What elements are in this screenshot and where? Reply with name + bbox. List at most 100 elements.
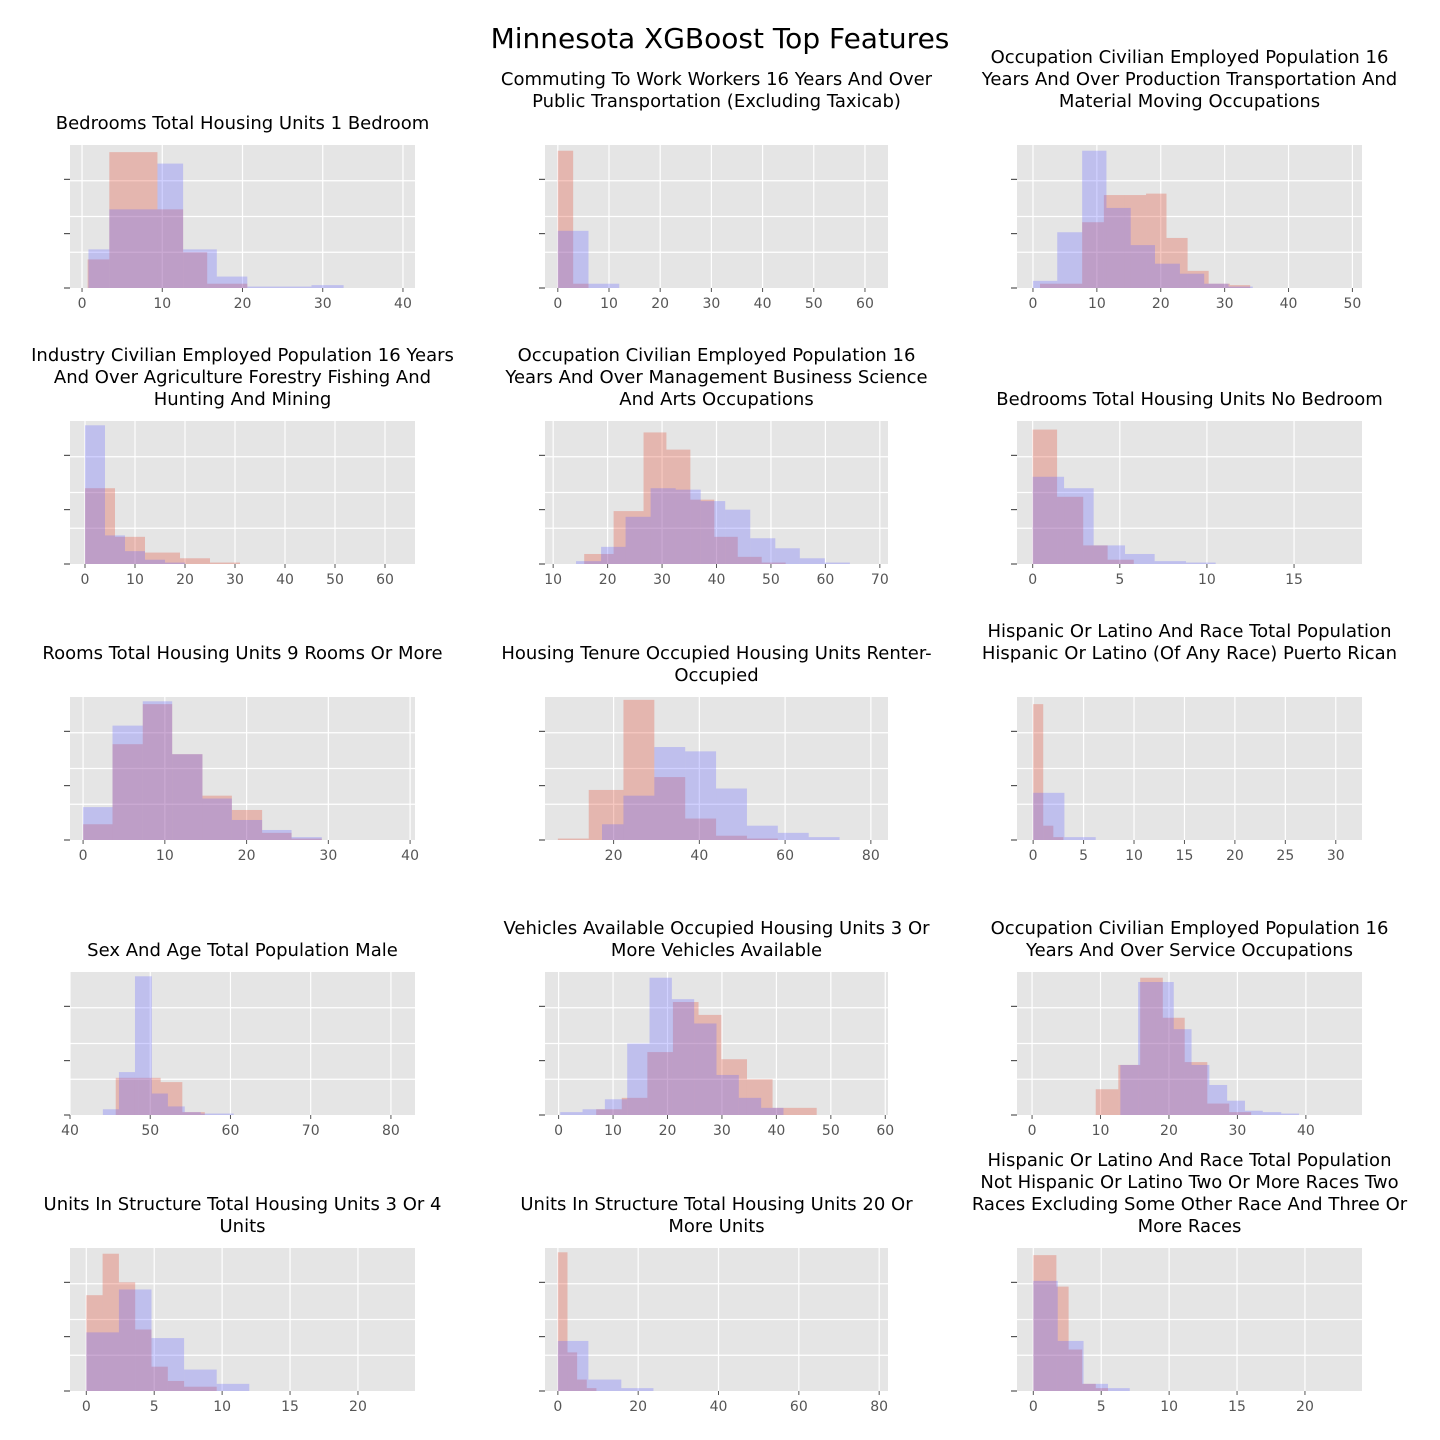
x-tick-label: 30 [702, 296, 720, 312]
x-tick-label: 30 [226, 572, 244, 588]
histogram-bar-red [761, 562, 786, 564]
x-tick-label: 20 [238, 848, 256, 864]
x-tick-label: 0 [553, 296, 562, 312]
histogram-panel: 0 5 10 15 20 [1011, 1248, 1362, 1415]
histogram-bar-red [567, 1352, 578, 1391]
x-tick-label: 20 [1226, 848, 1244, 864]
panel-title: Bedrooms Total Housing Units 1 Bedroom [55, 113, 430, 134]
x-tick-label: 30 [1327, 848, 1345, 864]
histogram-bar-blue [1125, 553, 1155, 564]
histogram-bar-blue [184, 1112, 201, 1115]
x-tick-label: 0 [82, 1399, 91, 1415]
x-tick-label: 0 [553, 1399, 562, 1415]
histogram-bar-blue [1033, 1280, 1058, 1391]
histogram-panel: 20 40 60 80 [539, 697, 888, 864]
histogram-bar-red [557, 1252, 568, 1391]
histogram-bar-red [135, 1329, 152, 1391]
x-tick-label: 50 [326, 572, 344, 588]
histogram-bar-red [182, 1112, 205, 1115]
histogram-panel: 0 10 20 30 40 [64, 145, 415, 312]
histogram-bar-red [737, 556, 762, 564]
histogram-panel: 0 10 20 30 40 50 60 [539, 145, 888, 312]
histogram-panel: 0 10 20 30 40 50 60 [539, 972, 894, 1139]
x-tick-label: 30 [713, 1123, 731, 1139]
histogram-bar-red [746, 1079, 773, 1115]
x-tick-label: 5 [1097, 1399, 1106, 1415]
histogram-bar-red [262, 832, 292, 840]
histogram-bar-red [1082, 1383, 1096, 1391]
x-tick-label: 0 [1029, 1399, 1038, 1415]
histogram-bar-blue [172, 754, 203, 840]
histogram-bar-blue [750, 538, 776, 564]
histogram-bar-red [1043, 825, 1054, 840]
histogram-bar-red [118, 1282, 136, 1391]
histogram-bar-red [1040, 283, 1062, 288]
x-tick-label: 20 [605, 848, 623, 864]
histogram-bar-blue [604, 1099, 628, 1115]
x-tick-label: 15 [281, 1399, 299, 1415]
histogram-bar-blue [142, 701, 173, 840]
histogram-bar-blue [694, 1023, 717, 1115]
x-tick-label: 60 [776, 848, 794, 864]
x-tick-label: 0 [1029, 848, 1038, 864]
histogram-bar-blue [1244, 1110, 1263, 1115]
histogram-bar-blue [1155, 982, 1174, 1115]
histogram-bar-red [202, 795, 232, 840]
histogram-bar-red [207, 283, 248, 288]
x-tick-label: 0 [81, 572, 90, 588]
histogram-bar-red [167, 1380, 185, 1391]
histogram-bar-blue [1281, 1113, 1300, 1115]
x-tick-label: 60 [790, 1399, 808, 1415]
panel-title: Units In Structure Total Housing Units 3… [43, 1194, 442, 1237]
panel-title: Occupation Civilian Employed Population … [505, 345, 928, 410]
histogram-bar-blue [311, 285, 344, 288]
panel-title: Vehicles Available Occupied Housing Unit… [503, 918, 930, 961]
histogram-bar-blue [1064, 837, 1096, 840]
x-tick-label: 15 [1228, 1399, 1246, 1415]
histogram-bar-red [716, 835, 747, 840]
histogram-bar-red [145, 552, 180, 564]
histogram-bar-blue [1032, 280, 1058, 288]
x-tick-label: 20 [234, 296, 252, 312]
histogram-bar-blue [1227, 1100, 1245, 1115]
histogram-bar-blue [88, 249, 110, 288]
histogram-bar-red [184, 1386, 201, 1391]
histogram-bar-red [291, 838, 322, 840]
histogram-bar-red [588, 789, 624, 840]
histogram-bar-blue [576, 561, 602, 564]
histogram-bar-red [1053, 837, 1064, 840]
histogram-bar-blue [1032, 476, 1065, 564]
histogram-bar-blue [601, 546, 626, 564]
histogram-bar-red [1208, 283, 1230, 288]
panel-title: Industry Civilian Employed Population 16… [31, 345, 454, 410]
histogram-bar-red [231, 809, 263, 840]
panel-title: Housing Tenure Occupied Housing Units Re… [501, 643, 932, 686]
histogram-bar-red [1056, 1286, 1069, 1391]
x-tick-label: 20 [1152, 296, 1170, 312]
panel-title: Hispanic Or Latino And Race Total Popula… [971, 1150, 1408, 1237]
histogram-bar-blue [1044, 792, 1065, 840]
x-tick-label: 10 [213, 1399, 231, 1415]
histogram-bar-blue [1093, 545, 1126, 564]
histogram-bar-red [577, 1379, 587, 1391]
histogram-bar-blue [1106, 207, 1131, 288]
histogram-bar-red [87, 259, 110, 288]
histogram-bar-red [685, 818, 717, 840]
histogram-bar-red [1061, 283, 1083, 288]
x-tick-label: 15 [1176, 848, 1194, 864]
histogram-bar-blue [118, 1072, 135, 1115]
histogram-bar-blue [216, 276, 248, 288]
histogram-bar-red [1124, 195, 1147, 288]
histogram-bar-blue [83, 807, 113, 840]
histogram-panel: 0 10 20 30 40 50 [1011, 145, 1362, 312]
histogram-bar-blue [1204, 283, 1229, 288]
histogram-bar-red [557, 150, 574, 288]
x-tick-label: 70 [871, 572, 889, 588]
histogram-bar-red [1118, 1064, 1141, 1115]
histogram-bar-red [643, 432, 667, 564]
histogram-panel: 0 5 10 15 20 25 30 [1011, 697, 1362, 864]
histogram-bar-blue [1083, 1383, 1109, 1391]
histogram-bar-blue [675, 489, 701, 564]
x-tick-label: 0 [1029, 296, 1038, 312]
